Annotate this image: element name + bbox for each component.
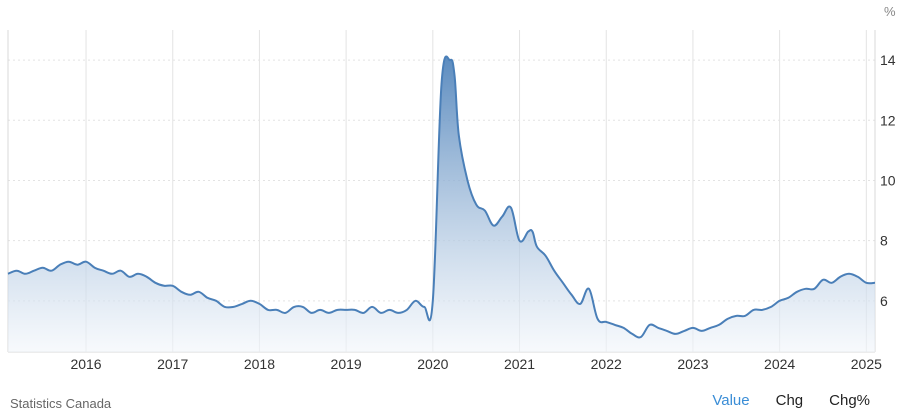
- y-tick-label: 14: [880, 52, 896, 68]
- y-axis: 6 8 10 12 14: [880, 52, 896, 309]
- x-tick-label: 2019: [331, 356, 362, 372]
- x-tick-label: 2023: [677, 356, 708, 372]
- y-tick-label: 10: [880, 172, 896, 188]
- y-tick-label: 12: [880, 112, 896, 128]
- x-tick-label: 2016: [70, 356, 101, 372]
- series-area: [8, 56, 875, 352]
- view-tabs: Value Chg Chg%: [712, 392, 870, 409]
- x-axis: 2016 2017 2018 2019 2020 2021 2022 2023 2024 2025: [70, 356, 882, 372]
- y-tick-label: 8: [880, 233, 888, 249]
- tab-value[interactable]: Value: [712, 392, 750, 409]
- y-tick-label: 6: [880, 293, 888, 309]
- x-tick-label: 2021: [504, 356, 535, 372]
- series-line: [7, 55, 876, 339]
- x-tick-label: 2025: [851, 356, 882, 372]
- unemployment-chart: 2016 2017 2018 2019 2020 2021 2022 2023 2024 2025…: [7, 4, 896, 372]
- tab-chg[interactable]: Chg: [775, 392, 804, 409]
- tab-chg-percent[interactable]: Chg%: [829, 392, 870, 409]
- x-tick-label: 2017: [157, 356, 188, 372]
- x-tick-label: 2018: [244, 356, 275, 372]
- x-tick-label: 2024: [764, 356, 795, 372]
- source-label: Statistics Canada: [10, 396, 112, 411]
- x-tick-label: 2020: [417, 356, 448, 372]
- chart-footer: Statistics Canada Value Chg Chg%: [0, 390, 900, 415]
- y-unit-label: %: [884, 4, 896, 19]
- x-tick-label: 2022: [591, 356, 622, 372]
